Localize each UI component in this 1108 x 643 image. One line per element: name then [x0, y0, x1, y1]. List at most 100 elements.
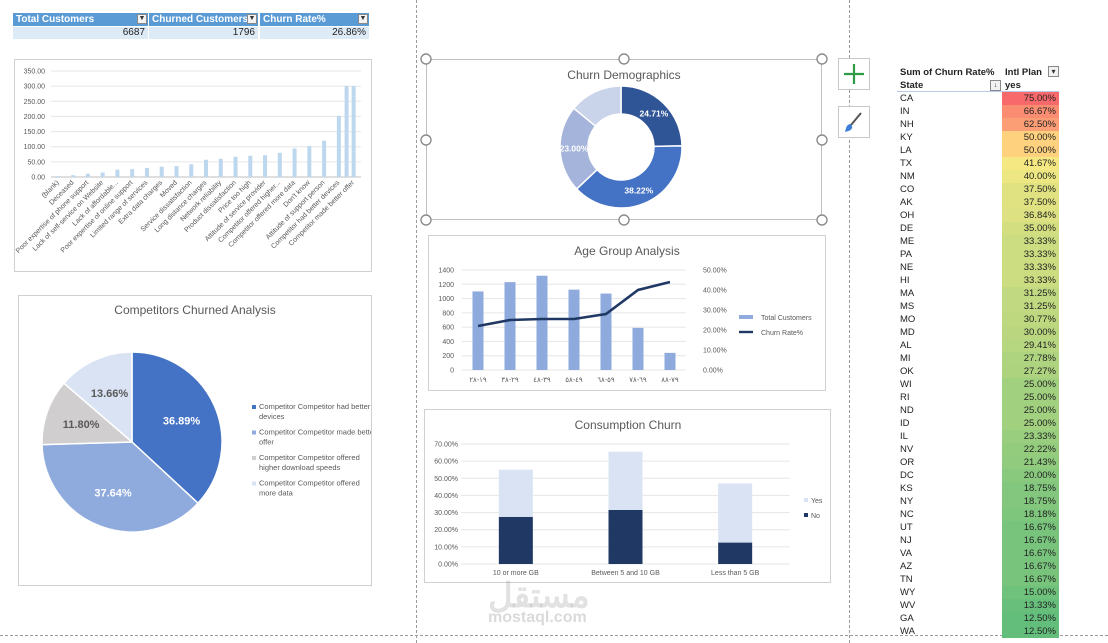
page-break-vertical — [416, 0, 417, 643]
pivot-row[interactable]: IL 23.33% — [897, 430, 1059, 443]
pivot-value-cell: 30.77% — [1002, 313, 1059, 326]
pivot-row[interactable]: HI 33.33% — [897, 274, 1059, 287]
resize-handle[interactable] — [618, 53, 630, 65]
resize-handle[interactable] — [816, 53, 828, 65]
pivot-row[interactable]: NH 62.50% — [897, 118, 1059, 131]
pivot-row[interactable]: LA 50.00% — [897, 144, 1059, 157]
pivot-value-cell: 50.00% — [1002, 131, 1059, 144]
sort-icon[interactable]: ↓ — [990, 80, 1001, 91]
churn-reason-svg: 0.00 50.00 100.00 150.00 200.00 250.00 300.00 3… — [15, 69, 361, 255]
bar — [664, 352, 676, 370]
pivot-state-label: DC — [900, 470, 914, 481]
pivot-row[interactable]: AK 37.50% — [897, 196, 1059, 209]
pivot-row[interactable]: NJ 16.67% — [897, 534, 1059, 547]
pivot-state-label: LA — [900, 145, 912, 156]
bar — [600, 293, 612, 370]
kpi-label: Churned Customers — [152, 14, 249, 25]
pivot-row[interactable]: OK 27.27% — [897, 365, 1059, 378]
y-tick-label: 350.00 — [24, 69, 46, 76]
pivot-row[interactable]: PA 33.33% — [897, 248, 1059, 261]
competitors-chart[interactable]: Competitors Churned Analysis 36.89% 37.64%… — [18, 295, 377, 586]
consumption-chart[interactable]: Consumption Churn 0.00% 10.00% 20.00% 30.00%… — [424, 409, 831, 583]
resize-handle[interactable] — [420, 134, 432, 146]
resize-handle[interactable] — [618, 214, 630, 226]
pivot-row[interactable]: NM 40.00% — [897, 170, 1059, 183]
y-tick-label: 200.00 — [24, 114, 46, 121]
resize-handle[interactable] — [816, 134, 828, 146]
y-tick-label: 600 — [442, 325, 454, 332]
pivot-row[interactable]: UT 16.67% — [897, 521, 1059, 534]
pivot-row[interactable]: OH 36.84% — [897, 209, 1059, 222]
pivot-row[interactable]: CA 75.00% — [897, 92, 1059, 105]
bar — [85, 173, 90, 177]
pivot-row[interactable]: NV 22.22% — [897, 443, 1059, 456]
pivot-row[interactable]: DC 20.00% — [897, 469, 1059, 482]
pivot-row[interactable]: NY 18.75% — [897, 495, 1059, 508]
pivot-row[interactable]: OR 21.43% — [897, 456, 1059, 469]
pivot-row[interactable]: ID 25.00% — [897, 417, 1059, 430]
pivot-state-label: NH — [900, 119, 914, 130]
resize-handle[interactable] — [816, 214, 828, 226]
pivot-value-cell: 37.50% — [1002, 196, 1059, 209]
selection-handles[interactable] — [416, 49, 836, 231]
y-tick-label: 100.00 — [24, 144, 46, 151]
chart-elements-button[interactable] — [838, 58, 870, 90]
resize-handle[interactable] — [420, 214, 432, 226]
age-group-chart[interactable]: Age Group Analysis 0 200 400 600 800 1000 1200 1… — [428, 235, 826, 391]
y-tick-label: 200 — [442, 353, 454, 360]
dropdown-arrow-icon[interactable]: ▼ — [137, 14, 147, 24]
x-tick-label: Between 5 and 10 GB — [591, 570, 660, 577]
pivot-row[interactable]: WV 13.33% — [897, 599, 1059, 612]
y-tick-label: 800 — [442, 310, 454, 317]
legend-label: Competitor Competitor offered more data — [259, 479, 360, 498]
pivot-state-label: TX — [900, 158, 913, 169]
pivot-row[interactable]: IN 66.67% — [897, 105, 1059, 118]
legend-label: No — [811, 513, 820, 520]
pivot-row[interactable]: ME 33.33% — [897, 235, 1059, 248]
kpi-total-customers-header[interactable]: Total Customers ▼ — [13, 13, 148, 26]
pivot-row-header[interactable]: State — [900, 80, 924, 91]
kpi-churn-rate-header[interactable]: Churn Rate% ▼ — [260, 13, 369, 26]
dropdown-arrow-icon[interactable]: ▼ — [358, 14, 368, 24]
pivot-row[interactable]: VA 16.67% — [897, 547, 1059, 560]
legend-swatch — [804, 513, 808, 517]
churn-reason-chart[interactable]: 0.00 50.00 100.00 150.00 200.00 250.00 300.00 3… — [14, 59, 372, 272]
pivot-value-header[interactable]: Sum of Churn Rate% — [900, 67, 995, 78]
pivot-row[interactable]: ND 25.00% — [897, 404, 1059, 417]
pivot-row[interactable]: MA 31.25% — [897, 287, 1059, 300]
pivot-row[interactable]: WI 25.00% — [897, 378, 1059, 391]
pivot-row[interactable]: DE 35.00% — [897, 222, 1059, 235]
legend-swatch — [252, 405, 256, 409]
pivot-row[interactable]: MS 31.25% — [897, 300, 1059, 313]
pivot-row[interactable]: NC 18.18% — [897, 508, 1059, 521]
pivot-row[interactable]: TX 41.67% — [897, 157, 1059, 170]
pivot-row[interactable]: NE 33.33% — [897, 261, 1059, 274]
pivot-row[interactable]: RI 25.00% — [897, 391, 1059, 404]
filter-icon[interactable]: ▾ — [1048, 66, 1059, 77]
pivot-row[interactable]: CO 37.50% — [897, 183, 1059, 196]
bar — [307, 146, 312, 177]
y-tick-label: 1400 — [438, 268, 454, 275]
pivot-row[interactable]: KY 50.00% — [897, 131, 1059, 144]
pivot-row[interactable]: KS 18.75% — [897, 482, 1059, 495]
donut-data-label: 38.22% — [624, 186, 653, 196]
pivot-row[interactable]: AL 29.41% — [897, 339, 1059, 352]
dropdown-arrow-icon[interactable]: ▼ — [247, 14, 257, 24]
pivot-value-cell: 22.22% — [1002, 443, 1059, 456]
pivot-state-label: AZ — [900, 561, 913, 572]
pivot-row[interactable]: MO 30.77% — [897, 313, 1059, 326]
consumption-svg: Consumption Churn 0.00% 10.00% 20.00% 30.00%… — [434, 418, 823, 577]
pivot-column-header[interactable]: Intl Plan — [1005, 67, 1042, 78]
chart-styles-button[interactable] — [838, 106, 870, 138]
pivot-row[interactable]: AZ 16.67% — [897, 560, 1059, 573]
pivot-row[interactable]: WY 15.00% — [897, 586, 1059, 599]
kpi-churned-customers-header[interactable]: Churned Customers ▼ — [149, 13, 258, 26]
pivot-row[interactable]: TN 16.67% — [897, 573, 1059, 586]
resize-handle[interactable] — [420, 53, 432, 65]
pivot-row[interactable]: MI 27.78% — [897, 352, 1059, 365]
pivot-row[interactable]: WA 12.50% — [897, 625, 1059, 638]
pivot-value-cell: 30.00% — [1002, 326, 1059, 339]
pivot-row[interactable]: GA 12.50% — [897, 612, 1059, 625]
pivot-value-cell: 16.67% — [1002, 534, 1059, 547]
pivot-row[interactable]: MD 30.00% — [897, 326, 1059, 339]
